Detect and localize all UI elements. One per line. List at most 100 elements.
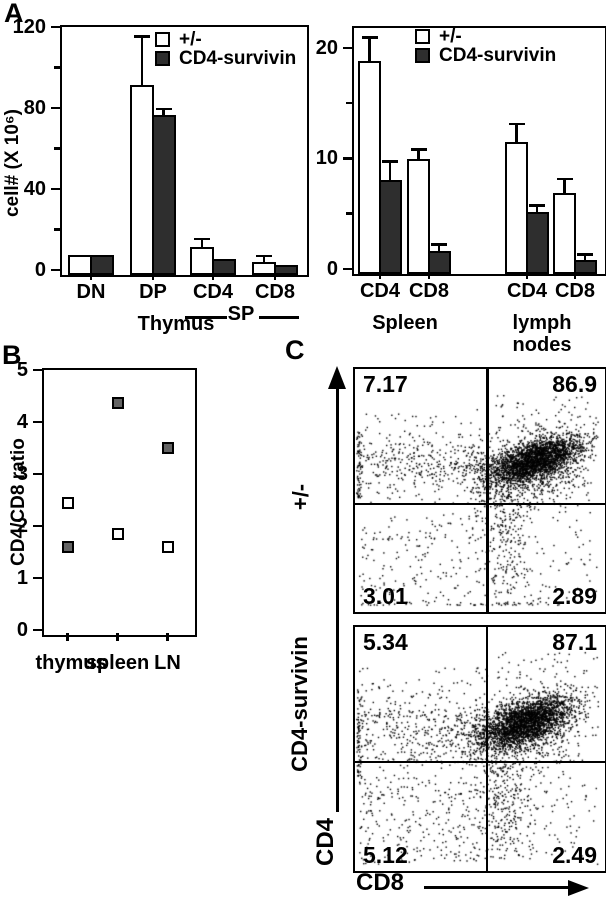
x-category-label: CD4 <box>506 280 547 302</box>
legend-label-het: +/- <box>439 26 462 47</box>
flow-plot-het: 7.17 86.9 3.01 2.89 <box>353 367 606 614</box>
y-tick-label: 120 <box>12 16 46 38</box>
x-category-label: thymus <box>35 652 107 674</box>
cd8-axis-arrowhead-icon <box>568 880 589 896</box>
quadrant-pct-top-right: 86.9 <box>552 371 597 397</box>
x-category-label: DN <box>76 281 106 303</box>
error-bar-cap <box>529 204 545 207</box>
y-major-tick <box>50 106 60 110</box>
y-major-tick <box>32 576 42 580</box>
sp-underline-right <box>259 316 299 319</box>
error-bar-cap <box>556 177 573 181</box>
thymus-chart-y-axis-title: cell# (X 10⁶) <box>2 108 23 218</box>
panel-b-label: B <box>2 340 22 370</box>
y-major-tick <box>50 25 60 29</box>
bar-DP-survivin <box>151 115 176 275</box>
y-major-tick <box>50 187 60 191</box>
y-minor-tick <box>53 228 60 231</box>
flow-row-label-survivin: CD4-survivin <box>287 636 312 772</box>
error-bar-line <box>515 123 518 144</box>
error-bar-line <box>437 244 441 252</box>
ratio-scatter-plot-area: 0 1 2 3 4 5 thymus spleen LN <box>17 359 197 674</box>
y-tick-label: 10 <box>315 147 338 170</box>
x-tick <box>66 632 69 641</box>
x-category-label: CD8 <box>254 281 295 303</box>
filled-square-marker-thymus <box>61 540 74 553</box>
quadrant-pct-top-left: 5.34 <box>363 629 408 655</box>
error-bar-line <box>200 238 204 248</box>
y-major-tick <box>32 472 42 476</box>
error-bar-cap <box>194 237 210 241</box>
x-tick <box>89 272 93 280</box>
error-bar-cap <box>134 35 150 38</box>
error-bar-line <box>535 205 539 214</box>
error-bar-line <box>563 178 566 195</box>
y-major-tick <box>32 628 42 632</box>
y-tick-label: 20 <box>315 36 338 59</box>
legend-row-survivin: CD4-survivin <box>155 48 297 69</box>
error-bar-line <box>388 161 392 182</box>
open-square-swatch-icon <box>415 29 430 44</box>
x-tick <box>525 271 529 279</box>
bar-CD4-survivin <box>378 180 402 274</box>
error-bar-cap <box>361 36 378 39</box>
x-category-label: CD4 <box>359 280 400 302</box>
legend-label-survivin: CD4-survivin <box>179 48 297 69</box>
error-bar-cap <box>256 254 272 258</box>
open-square-swatch-icon <box>155 32 170 47</box>
y-tick-label: 2 <box>16 515 28 537</box>
cd8-axis-label: CD8 <box>356 869 405 896</box>
filled-square-swatch-icon <box>415 48 430 63</box>
open-square-marker-LN <box>161 540 174 553</box>
y-major-tick <box>32 524 42 528</box>
error-bar-cap <box>155 107 172 111</box>
quadrant-pct-bottom-left: 5.12 <box>363 842 408 868</box>
y-major-tick <box>342 267 352 271</box>
flow-plot-survivin: 5.34 87.1 5.12 2.49 <box>353 625 606 873</box>
y-tick-label: 0 <box>326 258 338 280</box>
y-tick-label: 4 <box>16 411 28 433</box>
sp-underline-left <box>185 316 227 319</box>
quadrant-pct-bottom-left: 3.01 <box>363 583 408 609</box>
cd4-axis-label: CD4 <box>312 817 339 867</box>
error-bar-cap <box>410 148 427 151</box>
panel-c-label: C <box>285 335 305 365</box>
y-minor-tick <box>345 212 352 215</box>
quadrant-pct-bottom-right: 2.89 <box>552 583 597 609</box>
x-tick <box>573 271 577 279</box>
y-tick-label: 3 <box>16 463 28 485</box>
quadrant-pct-top-right: 87.1 <box>552 629 597 655</box>
x-category-label: spleen <box>85 652 150 674</box>
bar-CD4-het <box>190 246 214 275</box>
quadrant-gate-horizontal <box>355 760 605 763</box>
bar-DN-survivin <box>89 254 114 275</box>
legend-row-het: +/- <box>155 29 296 50</box>
quadrant-gate-vertical <box>486 369 489 612</box>
open-square-marker-thymus <box>61 496 74 509</box>
legend-label-het: +/- <box>179 29 202 50</box>
error-bar-line <box>368 37 371 62</box>
cd8-axis-arrow-line <box>424 886 570 889</box>
y-minor-tick <box>53 66 60 69</box>
spleen-group-label: Spleen <box>372 312 438 334</box>
y-major-tick <box>342 46 352 50</box>
y-major-tick <box>342 157 352 160</box>
bar-CD4-survivin <box>211 258 236 275</box>
filled-square-marker-spleen <box>111 396 124 409</box>
bar-DP-het <box>130 84 154 275</box>
sp-label: SP <box>227 303 255 325</box>
bar-DN-het <box>68 254 92 275</box>
y-tick-label: 1 <box>16 567 28 589</box>
legend-row-het: +/- <box>415 26 556 47</box>
y-tick-label: 0 <box>34 259 46 281</box>
error-bar-line <box>262 255 266 263</box>
y-major-tick <box>32 420 42 424</box>
x-category-label: CD8 <box>408 280 449 302</box>
thymus-group-label: Thymus <box>137 313 215 335</box>
thymus-chart-legend: +/- CD4-survivin <box>155 29 297 70</box>
error-bar-line <box>583 254 587 261</box>
x-tick <box>378 271 382 279</box>
error-bar-cap <box>577 253 593 256</box>
bar-CD8-survivin <box>573 259 597 274</box>
bar-CD4-het <box>358 60 381 274</box>
